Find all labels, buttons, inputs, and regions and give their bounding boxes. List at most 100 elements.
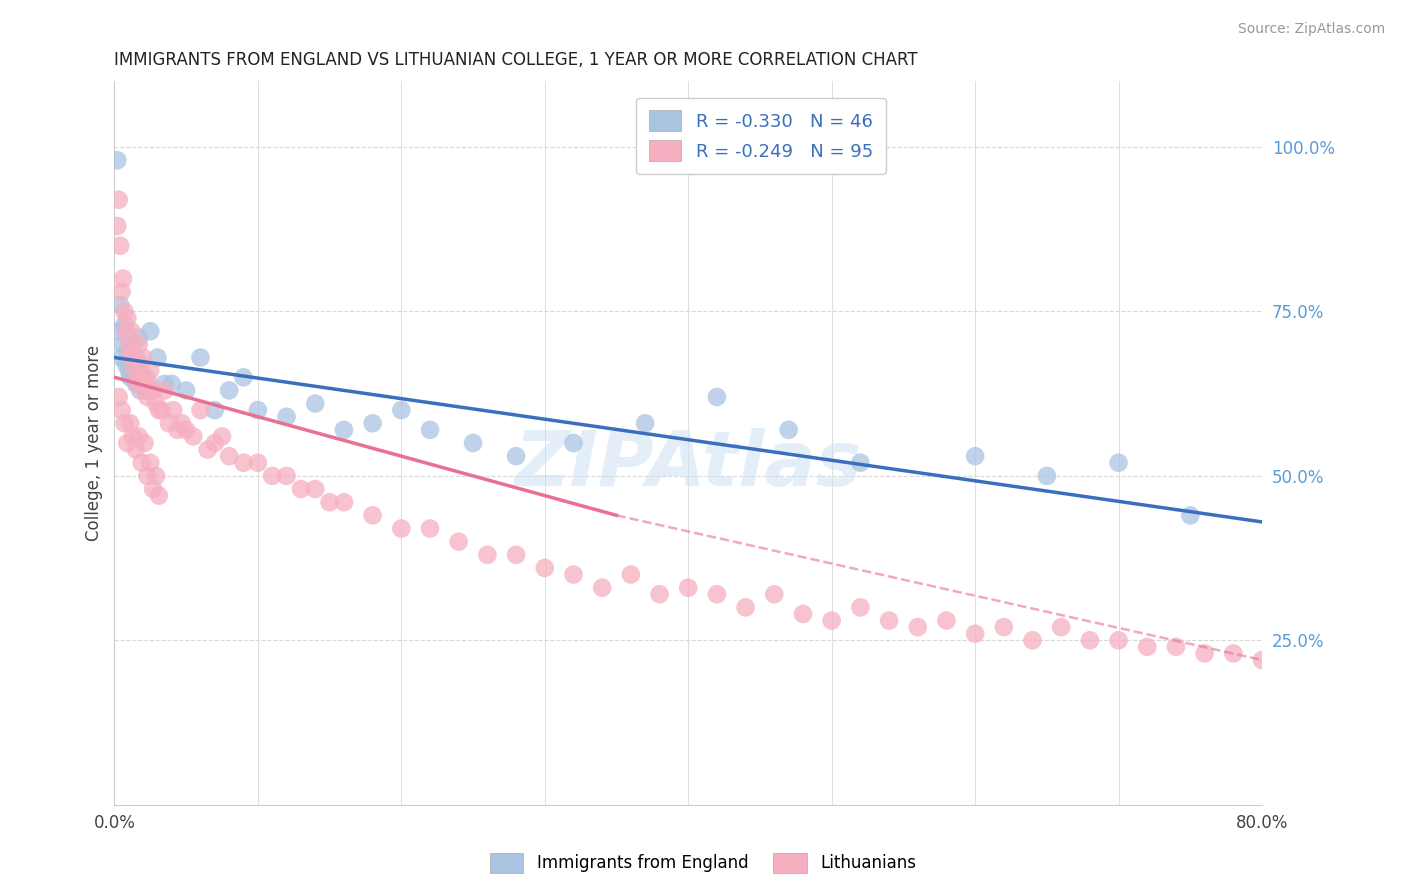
Point: [150, 403, 173, 417]
Point: [128, 429, 150, 443]
Point: [145, 396, 167, 410]
Point: [166, 423, 188, 437]
Point: [114, 318, 136, 332]
Point: [792, 607, 814, 621]
Point: [108, 298, 131, 312]
Point: [1036, 469, 1059, 483]
Point: [111, 337, 134, 351]
Point: [105, 153, 128, 168]
Point: [419, 423, 441, 437]
Point: [706, 587, 728, 601]
Point: [139, 456, 162, 470]
Point: [118, 364, 141, 378]
Point: [190, 351, 212, 365]
Point: [505, 548, 527, 562]
Point: [111, 271, 134, 285]
Point: [849, 456, 872, 470]
Y-axis label: College, 1 year or more: College, 1 year or more: [86, 345, 103, 541]
Point: [108, 238, 131, 252]
Point: [170, 417, 193, 431]
Point: [117, 311, 139, 326]
Point: [197, 442, 219, 457]
Point: [118, 337, 141, 351]
Point: [734, 600, 756, 615]
Point: [562, 436, 585, 450]
Point: [121, 337, 143, 351]
Point: [157, 417, 180, 431]
Point: [122, 343, 145, 358]
Point: [110, 403, 132, 417]
Point: [218, 449, 240, 463]
Point: [361, 417, 384, 431]
Point: [232, 456, 254, 470]
Point: [821, 614, 844, 628]
Point: [461, 436, 484, 450]
Point: [533, 561, 555, 575]
Point: [907, 620, 929, 634]
Point: [134, 436, 156, 450]
Point: [290, 482, 312, 496]
Point: [389, 521, 412, 535]
Point: [128, 331, 150, 345]
Point: [232, 370, 254, 384]
Point: [132, 370, 155, 384]
Point: [447, 534, 470, 549]
Point: [190, 403, 212, 417]
Legend: Immigrants from England, Lithuanians: Immigrants from England, Lithuanians: [484, 847, 922, 880]
Point: [136, 390, 159, 404]
Point: [1222, 647, 1244, 661]
Point: [122, 429, 145, 443]
Point: [107, 193, 129, 207]
Point: [153, 376, 176, 391]
Point: [132, 351, 155, 365]
Point: [110, 351, 132, 365]
Point: [778, 423, 800, 437]
Point: [1251, 653, 1274, 667]
Point: [115, 324, 138, 338]
Point: [120, 370, 142, 384]
Point: [849, 600, 872, 615]
Point: [505, 449, 527, 463]
Point: [1050, 620, 1073, 634]
Point: [1136, 640, 1159, 654]
Point: [634, 417, 657, 431]
Point: [124, 364, 146, 378]
Point: [139, 364, 162, 378]
Point: [333, 495, 356, 509]
Point: [127, 357, 149, 371]
Point: [110, 285, 132, 299]
Point: [148, 403, 170, 417]
Point: [134, 384, 156, 398]
Point: [562, 567, 585, 582]
Point: [181, 429, 204, 443]
Point: [620, 567, 643, 582]
Point: [138, 376, 160, 391]
Point: [117, 343, 139, 358]
Point: [142, 384, 165, 398]
Point: [935, 614, 957, 628]
Point: [125, 442, 148, 457]
Point: [114, 417, 136, 431]
Point: [124, 364, 146, 378]
Point: [993, 620, 1015, 634]
Point: [135, 384, 157, 398]
Text: Source: ZipAtlas.com: Source: ZipAtlas.com: [1237, 22, 1385, 37]
Legend: R = -0.330   N = 46, R = -0.249   N = 95: R = -0.330 N = 46, R = -0.249 N = 95: [637, 97, 886, 174]
Point: [145, 469, 167, 483]
Point: [204, 436, 226, 450]
Point: [211, 429, 233, 443]
Point: [142, 482, 165, 496]
Point: [218, 384, 240, 398]
Point: [262, 469, 284, 483]
Point: [125, 351, 148, 365]
Point: [1078, 633, 1101, 648]
Point: [131, 456, 153, 470]
Text: ZIPAtlas: ZIPAtlas: [515, 427, 862, 501]
Point: [174, 384, 197, 398]
Text: IMMIGRANTS FROM ENGLAND VS LITHUANIAN COLLEGE, 1 YEAR OR MORE CORRELATION CHART: IMMIGRANTS FROM ENGLAND VS LITHUANIAN CO…: [114, 51, 918, 69]
Point: [333, 423, 356, 437]
Point: [676, 581, 699, 595]
Point: [1180, 508, 1202, 523]
Point: [276, 469, 298, 483]
Point: [1021, 633, 1043, 648]
